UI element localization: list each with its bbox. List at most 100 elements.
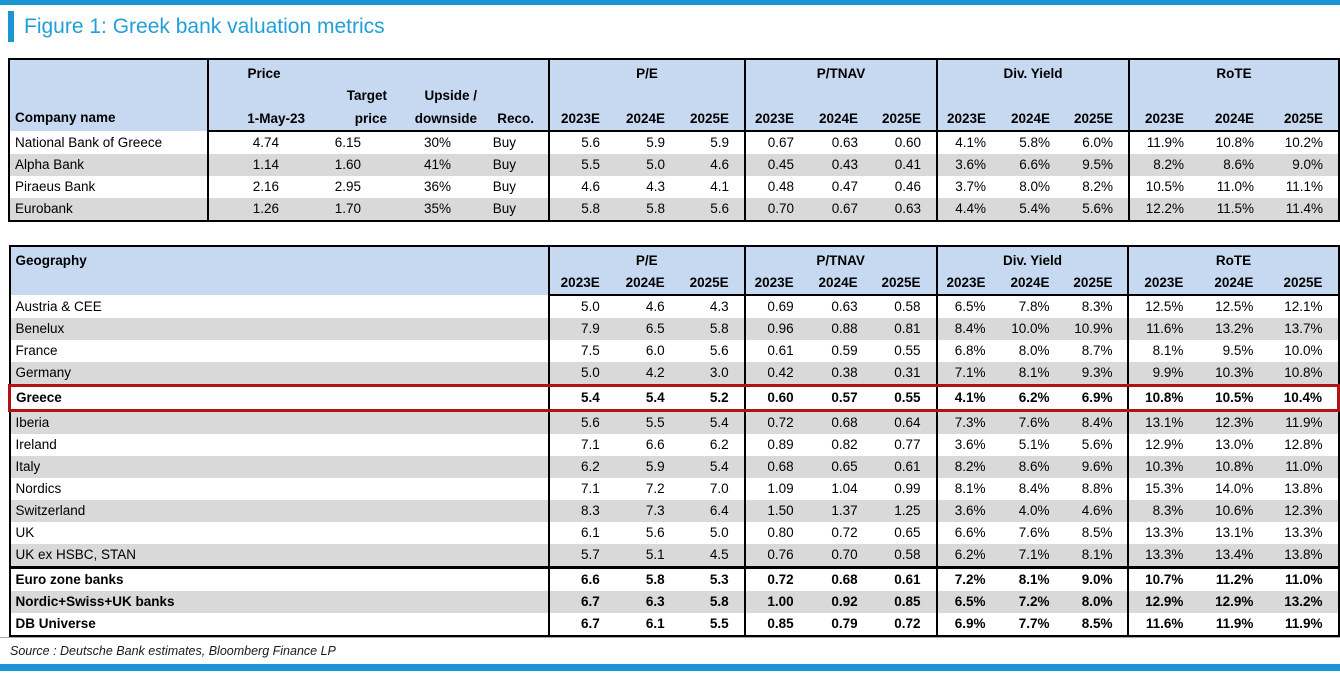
metric-value-cell: 0.92 xyxy=(808,591,873,613)
metric-value-cell: 8.1% xyxy=(935,478,1001,500)
geography-row: Iberia 5.6 5.5 5.4 0.72 0.68 0.64 7.3% 7.6% 8.4% 1… xyxy=(9,410,1339,434)
group-header-divyield: Div. Yield xyxy=(936,59,1129,107)
metric-value-cell: 6.7 xyxy=(547,613,615,636)
year-header: 2024E xyxy=(808,272,873,296)
metric-value-cell: 0.63 xyxy=(809,131,873,154)
metric-value-cell: 5.2 xyxy=(679,384,745,412)
metric-value-cell: 7.5 xyxy=(547,340,615,362)
geography-row: Greece 5.4 5.4 5.2 0.60 0.57 0.55 4.1% 6.2% 6.9% 1… xyxy=(7,384,1340,412)
group-header-ptnav: P/TNAV xyxy=(743,246,937,272)
metric-value-cell: 5.1 xyxy=(614,544,680,568)
metric-value-cell: 0.80 xyxy=(743,522,809,544)
metric-value-cell: 0.76 xyxy=(743,544,809,568)
metric-value-cell: 5.8 xyxy=(679,591,745,613)
geography-cell: UK ex HSBC, STAN xyxy=(9,544,549,568)
target-header-line2: price xyxy=(319,107,401,132)
metric-value-cell: 8.6% xyxy=(1000,456,1065,478)
metric-value-cell: 6.9% xyxy=(1064,384,1129,412)
metric-value-cell: 0.72 xyxy=(872,613,937,636)
group-header-divyield: Div. Yield xyxy=(935,246,1129,272)
metric-value-cell: 0.85 xyxy=(872,591,937,613)
metric-value-cell: 8.1% xyxy=(1000,362,1065,386)
metric-value-cell: 10.5% xyxy=(1198,384,1269,412)
metric-value-cell: 12.3% xyxy=(1198,410,1269,434)
price-cell: 2.16 xyxy=(207,176,319,198)
metric-value-cell: 0.61 xyxy=(872,456,937,478)
company-row: Eurobank 1.26 1.70 35% Buy 5.8 5.8 5.6 0.70 0.67 0… xyxy=(9,198,1339,221)
metric-value-cell: 8.0% xyxy=(1064,591,1129,613)
geography-row: Italy 6.2 5.9 5.4 0.68 0.65 0.61 8.2% 8.6% 9.6% 10… xyxy=(9,456,1339,478)
metric-value-cell: 7.8% xyxy=(1000,295,1065,318)
metric-value-cell: 7.6% xyxy=(1000,410,1065,434)
metric-value-cell: 0.61 xyxy=(743,340,809,362)
header-spacer xyxy=(319,59,401,85)
metric-value-cell: 5.0 xyxy=(615,154,680,176)
metric-value-cell: 1.09 xyxy=(743,478,809,500)
metric-value-cell: 5.4 xyxy=(547,384,615,412)
metric-value-cell: 3.6% xyxy=(935,500,1001,522)
metric-value-cell: 6.9% xyxy=(935,613,1001,636)
metric-value-cell: 0.42 xyxy=(743,362,809,386)
year-header: 2024E xyxy=(614,272,680,296)
metric-value-cell: 6.2% xyxy=(935,544,1001,568)
metric-value-cell: 10.7% xyxy=(1127,566,1199,591)
metric-value-cell: 6.6% xyxy=(935,522,1001,544)
metric-value-cell: 13.0% xyxy=(1198,434,1269,456)
metric-value-cell: 6.2% xyxy=(1000,384,1065,412)
geography-cell: Nordic+Swiss+UK banks xyxy=(9,591,549,613)
reco-header: Reco. xyxy=(491,107,549,132)
metric-value-cell: 13.4% xyxy=(1198,544,1269,568)
metric-value-cell: 4.1 xyxy=(680,176,745,198)
metric-value-cell: 5.1% xyxy=(1000,434,1065,456)
metric-value-cell: 0.89 xyxy=(743,434,809,456)
geography-row: Euro zone banks 6.6 5.8 5.3 0.72 0.68 0.61 7.2%… xyxy=(9,566,1339,591)
metric-value-cell: 5.8 xyxy=(615,198,680,221)
year-header: 2025E xyxy=(873,107,937,132)
upside-cell: 30% xyxy=(401,131,491,154)
company-row: National Bank of Greece 4.74 6.15 30% Buy 5.6… xyxy=(9,131,1339,154)
metric-value-cell: 4.2 xyxy=(614,362,680,386)
metric-value-cell: 0.79 xyxy=(808,613,873,636)
metric-value-cell: 8.5% xyxy=(1064,613,1129,636)
metric-value-cell: 9.6% xyxy=(1064,456,1129,478)
header-spacer xyxy=(491,85,549,107)
metric-value-cell: 0.59 xyxy=(808,340,873,362)
metric-value-cell: 8.7% xyxy=(1064,340,1129,362)
metric-value-cell: 4.6 xyxy=(614,295,680,318)
metric-value-cell: 0.67 xyxy=(809,198,873,221)
metric-value-cell: 12.9% xyxy=(1198,591,1269,613)
price-group-header: Price xyxy=(207,59,319,85)
metric-value-cell: 8.5% xyxy=(1064,522,1129,544)
metric-value-cell: 6.5% xyxy=(935,295,1001,318)
metric-value-cell: 3.6% xyxy=(935,434,1001,456)
metric-value-cell: 11.0% xyxy=(1199,176,1269,198)
year-header: 2023E xyxy=(1127,272,1199,296)
geography-cell: Germany xyxy=(9,362,549,386)
year-header: 2024E xyxy=(615,107,680,132)
metric-value-cell: 8.2% xyxy=(935,456,1001,478)
metric-value-cell: 0.48 xyxy=(744,176,809,198)
company-valuation-table: Company name Price P/E P/TNAV Div. Yield… xyxy=(8,58,1340,222)
metric-value-cell: 5.5 xyxy=(679,613,745,636)
company-name-cell: Alpha Bank xyxy=(9,154,208,176)
geography-row: France 7.5 6.0 5.6 0.61 0.59 0.55 6.8% 8.0% 8.7% 8… xyxy=(9,340,1339,362)
metric-value-cell: 7.9 xyxy=(547,318,615,340)
metric-value-cell: 10.5% xyxy=(1128,176,1199,198)
company-name-header: Company name xyxy=(9,59,208,131)
upside-cell: 36% xyxy=(401,176,491,198)
year-header: 2024E xyxy=(1000,272,1065,296)
geography-row: Ireland 7.1 6.6 6.2 0.89 0.82 0.77 3.6% 5.1% 5.6%… xyxy=(9,434,1339,456)
metric-value-cell: 8.3% xyxy=(1127,500,1199,522)
metric-value-cell: 5.6 xyxy=(679,340,745,362)
company-row: Alpha Bank 1.14 1.60 41% Buy 5.5 5.0 4.6 0.45 0.4… xyxy=(9,154,1339,176)
metric-value-cell: 4.6 xyxy=(680,154,745,176)
metric-value-cell: 5.8 xyxy=(679,318,745,340)
metric-value-cell: 5.6 xyxy=(547,410,615,434)
metric-value-cell: 5.5 xyxy=(548,154,615,176)
metric-value-cell: 1.25 xyxy=(872,500,937,522)
metric-value-cell: 1.50 xyxy=(743,500,809,522)
bottom-accent-bar xyxy=(0,664,1340,671)
metric-value-cell: 10.0% xyxy=(1000,318,1065,340)
metric-value-cell: 0.68 xyxy=(743,456,809,478)
geography-cell: UK xyxy=(9,522,549,544)
